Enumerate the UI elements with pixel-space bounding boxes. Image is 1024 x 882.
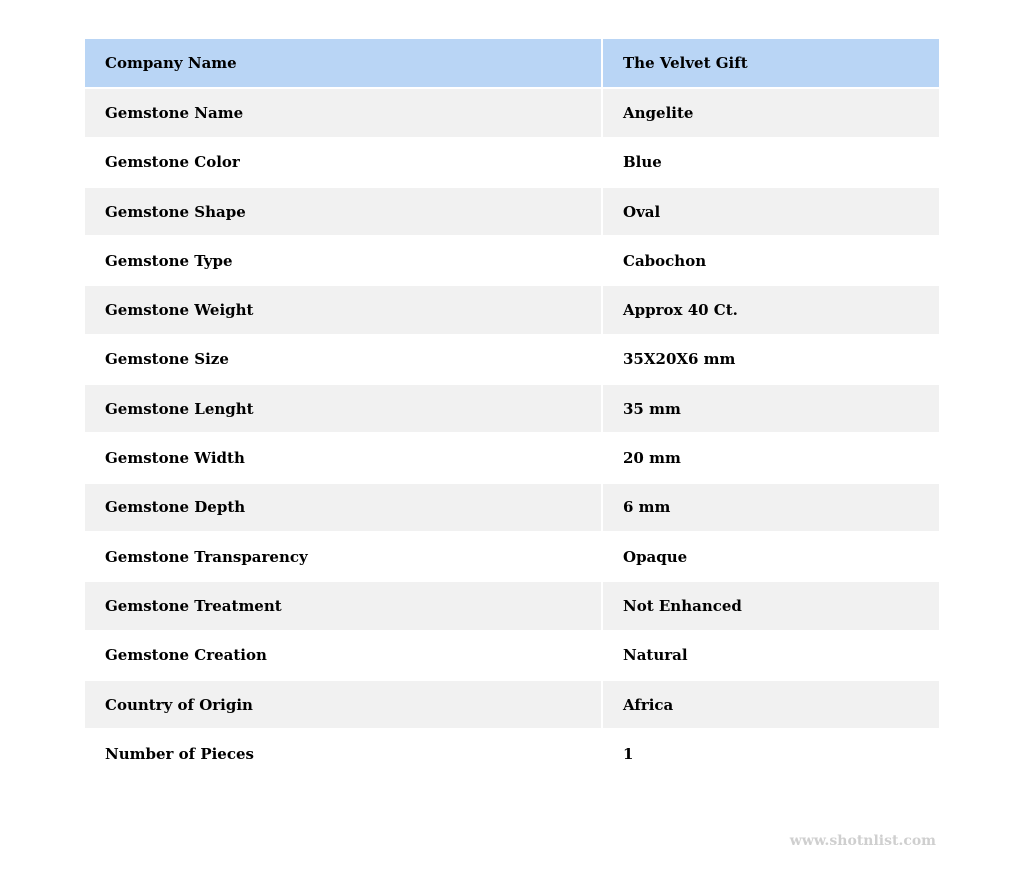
row-label: Gemstone Transparency xyxy=(85,531,603,583)
row-label: Gemstone Width xyxy=(85,433,603,484)
table-row: Gemstone Transparency Opaque xyxy=(85,531,939,583)
row-value: 20 mm xyxy=(602,433,939,484)
table-row: Gemstone Shape Oval xyxy=(85,186,939,238)
row-label: Gemstone Size xyxy=(85,334,603,386)
row-label: Gemstone Creation xyxy=(85,630,603,681)
gemstone-spec-table: Company Name The Velvet Gift Gemstone Na… xyxy=(85,39,939,780)
table-row: Gemstone Treatment Not Enhanced xyxy=(85,581,939,632)
row-label: Gemstone Lenght xyxy=(85,384,603,435)
row-label: Gemstone Weight xyxy=(85,285,603,336)
row-label: Gemstone Type xyxy=(85,236,603,287)
table-row: Country of Origin Africa xyxy=(85,679,939,731)
table-row: Gemstone Name Angelite xyxy=(85,88,939,139)
table-row: Gemstone Creation Natural xyxy=(85,630,939,681)
watermark: www.shotnlist.com xyxy=(789,833,936,849)
table-row: Number of Pieces 1 xyxy=(85,729,939,780)
row-value: Natural xyxy=(602,630,939,681)
row-value: 6 mm xyxy=(602,482,939,533)
table-row: Gemstone Lenght 35 mm xyxy=(85,384,939,435)
table-row: Gemstone Size 35X20X6 mm xyxy=(85,334,939,386)
row-value: 35X20X6 mm xyxy=(602,334,939,386)
row-value: Opaque xyxy=(602,531,939,583)
row-label: Gemstone Shape xyxy=(85,186,603,238)
row-value: Cabochon xyxy=(602,236,939,287)
table-row: Gemstone Width 20 mm xyxy=(85,433,939,484)
table-row: Gemstone Depth 6 mm xyxy=(85,482,939,533)
row-label: Number of Pieces xyxy=(85,729,603,780)
row-label: Gemstone Name xyxy=(85,88,603,139)
table-row: Gemstone Weight Approx 40 Ct. xyxy=(85,285,939,336)
row-value: 35 mm xyxy=(602,384,939,435)
row-value: Africa xyxy=(602,679,939,731)
header-value: The Velvet Gift xyxy=(602,39,939,90)
row-value: Approx 40 Ct. xyxy=(602,285,939,336)
row-value: Oval xyxy=(602,186,939,238)
table-row: Gemstone Color Blue xyxy=(85,137,939,188)
row-label: Country of Origin xyxy=(85,679,603,731)
row-value: 1 xyxy=(602,729,939,780)
header-label: Company Name xyxy=(85,39,603,90)
table-header-row: Company Name The Velvet Gift xyxy=(85,39,939,90)
row-value: Angelite xyxy=(602,88,939,139)
table-row: Gemstone Type Cabochon xyxy=(85,236,939,287)
row-value: Not Enhanced xyxy=(602,581,939,632)
row-label: Gemstone Color xyxy=(85,137,603,188)
row-label: Gemstone Treatment xyxy=(85,581,603,632)
row-value: Blue xyxy=(602,137,939,188)
row-label: Gemstone Depth xyxy=(85,482,603,533)
